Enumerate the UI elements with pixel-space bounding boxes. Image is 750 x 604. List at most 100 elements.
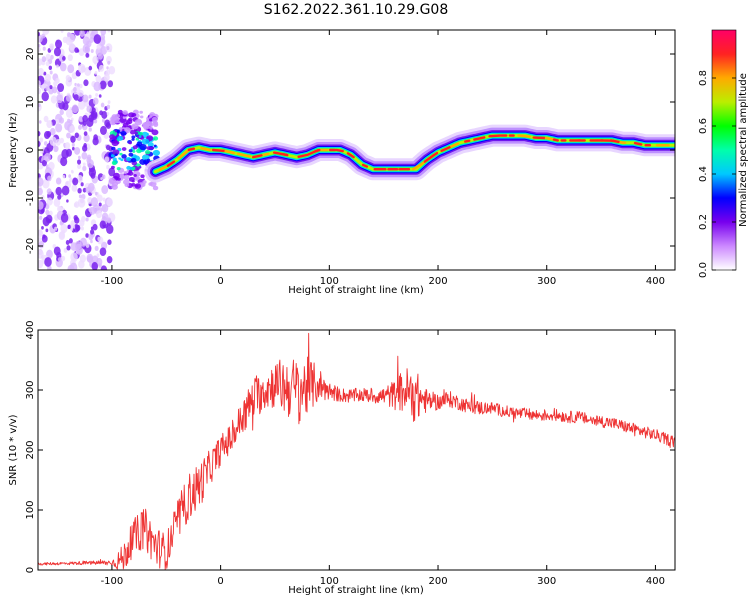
scatter-blob xyxy=(117,136,123,141)
noise-speckle xyxy=(109,66,116,75)
noise-speckle xyxy=(70,227,73,231)
noise-speckle xyxy=(81,216,86,222)
noise-speckle xyxy=(99,203,102,207)
noise-speckle xyxy=(77,159,81,164)
noise-speckle xyxy=(55,123,62,132)
spectrogram-x-tick-label: 0 xyxy=(217,276,223,287)
noise-speckle xyxy=(36,177,43,186)
noise-speckle xyxy=(44,257,52,267)
noise-speckle xyxy=(100,80,107,89)
noise-speckle xyxy=(43,47,46,51)
noise-speckle xyxy=(87,254,94,263)
noise-speckle xyxy=(100,126,107,135)
noise-speckle xyxy=(66,94,72,101)
scatter-blob xyxy=(109,134,115,139)
noise-speckle xyxy=(90,172,95,178)
ridge-peak xyxy=(189,149,194,150)
noise-speckle xyxy=(84,131,88,136)
ridge-peak xyxy=(620,142,625,143)
snr-y-tick-label: 300 xyxy=(25,380,36,399)
noise-speckle xyxy=(56,187,62,195)
noise-speckle xyxy=(42,56,47,62)
noise-speckle xyxy=(99,110,103,115)
scatter-blob xyxy=(121,154,126,159)
noise-speckle xyxy=(39,137,43,142)
noise-speckle xyxy=(36,58,42,66)
scatter-blob xyxy=(112,161,117,165)
noise-speckle xyxy=(105,156,110,162)
noise-speckle xyxy=(90,240,93,243)
noise-speckle xyxy=(45,74,51,82)
spectrogram-y-label: Frequency (Hz) xyxy=(8,112,19,188)
noise-speckle xyxy=(49,66,52,70)
noise-speckle xyxy=(99,65,104,72)
colorbar-tick-label: 0.4 xyxy=(698,166,709,182)
noise-speckle xyxy=(44,131,50,139)
noise-speckle xyxy=(88,234,93,241)
noise-speckle xyxy=(68,174,71,178)
scatter-blob xyxy=(140,115,143,118)
noise-speckle xyxy=(79,30,85,37)
scatter-blob xyxy=(130,130,136,135)
ridge-peak xyxy=(465,141,469,142)
ridge-peak xyxy=(635,143,641,144)
noise-speckle xyxy=(38,68,44,76)
noise-speckle xyxy=(42,146,44,149)
scatter-blob xyxy=(137,141,143,146)
noise-speckle xyxy=(54,227,57,231)
spectrogram-y-tick-label: 10 xyxy=(25,96,36,109)
noise-speckle xyxy=(58,257,62,262)
scatter-blob xyxy=(119,173,123,176)
noise-speckle xyxy=(41,226,44,230)
noise-speckle xyxy=(72,184,78,191)
scatter-blob xyxy=(151,129,158,135)
colorbar-tick-label: 0.2 xyxy=(698,214,709,230)
spectrogram-x-label: Height of straight line (km) xyxy=(288,285,424,296)
noise-speckle xyxy=(71,170,73,173)
colorbar-scale xyxy=(712,30,736,270)
noise-speckle xyxy=(54,246,61,255)
noise-speckle xyxy=(106,165,109,169)
snr-x-tick-label: 0 xyxy=(217,576,223,587)
noise-speckle xyxy=(42,235,48,243)
spectrogram-x-tick-label: -100 xyxy=(101,276,124,287)
noise-speckle xyxy=(42,92,49,102)
noise-speckle xyxy=(74,147,80,155)
scatter-blob xyxy=(136,177,140,180)
scatter-blob xyxy=(120,158,123,161)
noise-speckle xyxy=(49,43,54,49)
noise-speckle xyxy=(102,204,108,212)
noise-speckle xyxy=(92,137,98,145)
scatter-blob xyxy=(132,125,135,128)
scatter-blob xyxy=(145,150,150,154)
noise-speckle xyxy=(100,177,102,180)
ridge-peak xyxy=(337,150,343,151)
noise-speckle xyxy=(93,82,100,92)
noise-speckle xyxy=(86,105,91,112)
noise-speckle xyxy=(81,227,84,231)
spectrogram-y-tick-label: 20 xyxy=(25,48,36,61)
noise-speckle xyxy=(79,116,83,121)
noise-speckle xyxy=(106,198,113,206)
noise-speckle xyxy=(62,56,66,61)
spectrogram-y-tick-label: -20 xyxy=(25,238,36,254)
scatter-blob xyxy=(128,171,133,176)
noise-speckle xyxy=(41,195,44,199)
scatter-blob xyxy=(153,121,157,124)
noise-speckle xyxy=(94,34,102,44)
noise-speckle xyxy=(39,216,42,220)
scatter-blob xyxy=(139,136,142,138)
noise-speckle xyxy=(60,221,63,225)
noise-speckle xyxy=(70,136,75,143)
noise-speckle xyxy=(86,187,91,194)
noise-speckle xyxy=(78,64,85,74)
scatter-blob xyxy=(131,138,134,141)
spectrogram-y-tick-label: 0 xyxy=(25,147,36,153)
noise-speckle xyxy=(72,178,78,186)
ridge-peak xyxy=(264,154,268,155)
scatter-blob xyxy=(143,124,150,130)
scatter-blob xyxy=(142,138,149,144)
snr-x-tick-label: 400 xyxy=(646,576,665,587)
noise-speckle xyxy=(45,210,49,215)
